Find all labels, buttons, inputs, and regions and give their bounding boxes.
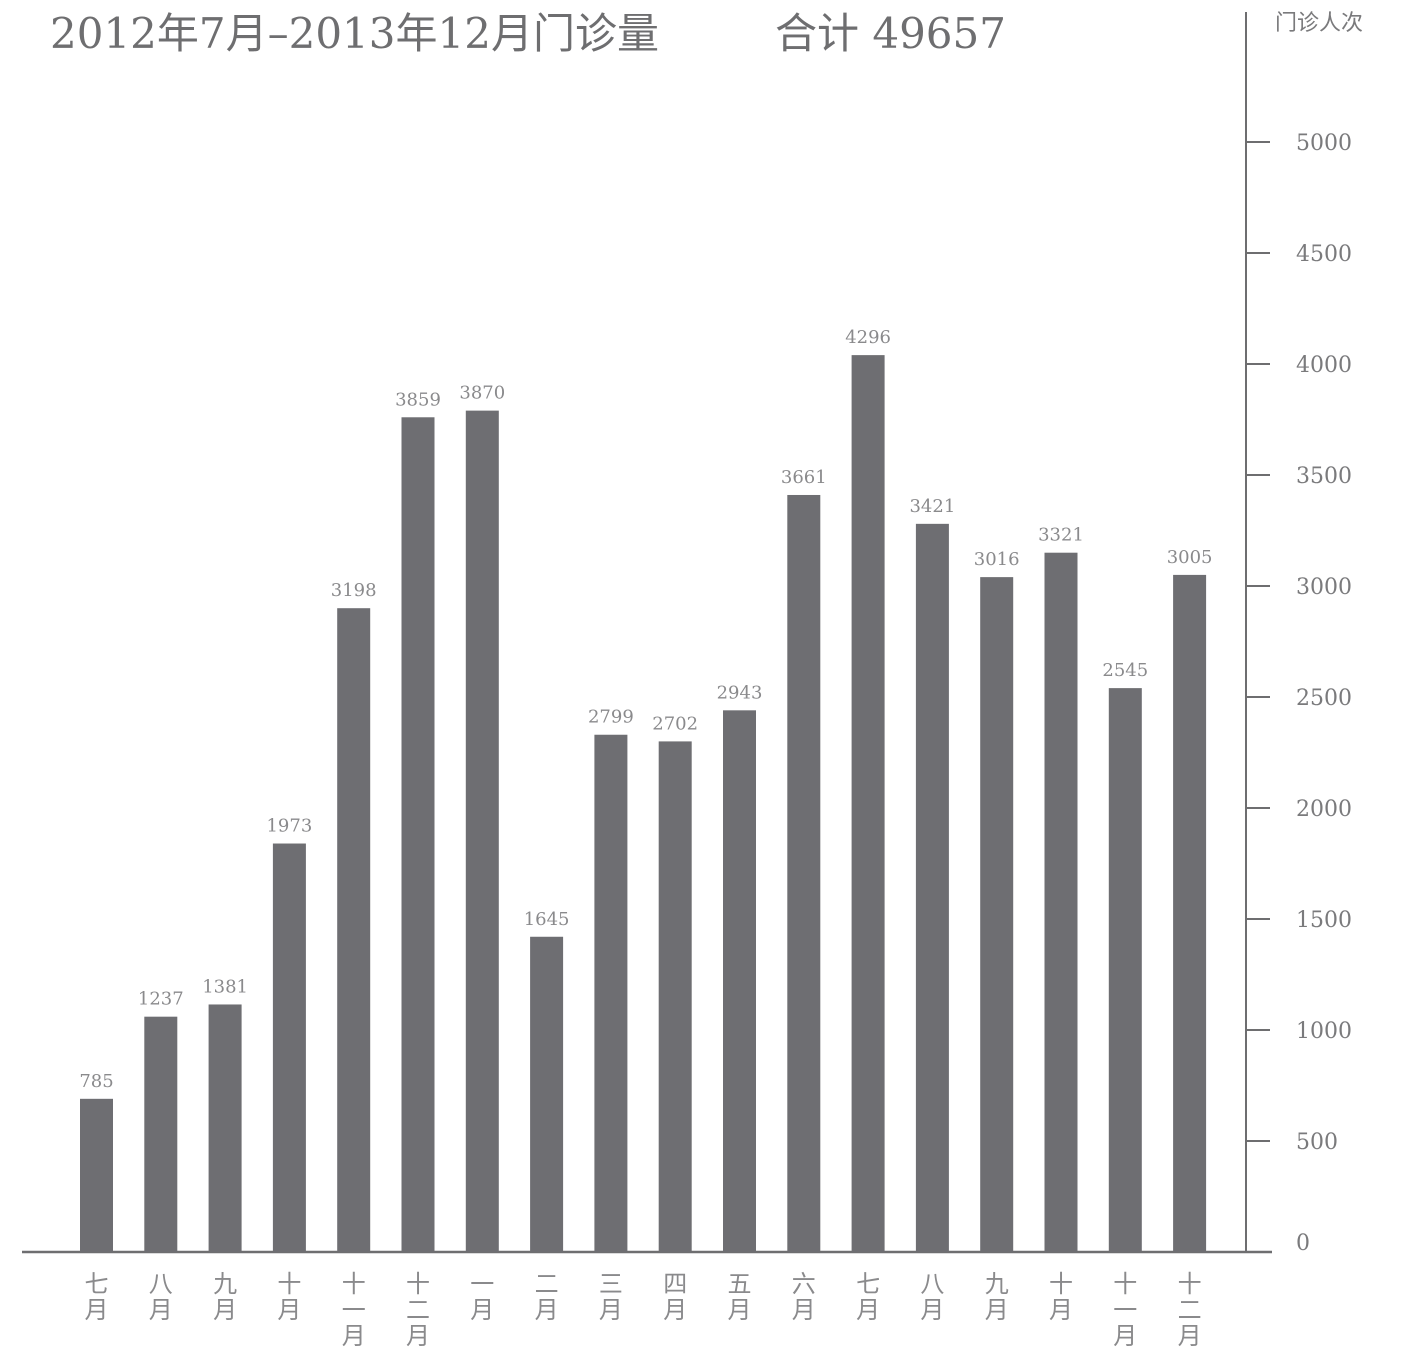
x-category-label: 月 <box>728 1296 752 1324</box>
y-tick-label: 5000 <box>1296 131 1352 156</box>
data-label: 1237 <box>138 989 184 1010</box>
x-category-label: 三 <box>599 1270 623 1298</box>
bar <box>1044 552 1078 1252</box>
data-label: 2702 <box>652 713 698 734</box>
x-category-label: 月 <box>470 1296 494 1324</box>
bar <box>915 523 949 1252</box>
bars <box>80 355 1207 1253</box>
data-label: 3005 <box>1167 547 1213 568</box>
data-label: 1381 <box>202 976 248 997</box>
y-tick-label: 4500 <box>1296 242 1352 267</box>
y-tick-label: 3500 <box>1296 464 1352 489</box>
data-label: 3421 <box>909 496 955 517</box>
x-category-label: 十 <box>277 1270 301 1298</box>
bar <box>401 417 435 1252</box>
x-category-label: 月 <box>149 1296 173 1324</box>
bar <box>144 1016 178 1252</box>
y-tick-label: 2500 <box>1296 686 1352 711</box>
chart-title: 2012年7月–2013年12月门诊量 <box>50 9 659 58</box>
bar <box>1108 688 1142 1252</box>
x-category-label: 月 <box>1178 1322 1202 1350</box>
y-tick-label: 1500 <box>1296 908 1352 933</box>
data-label: 4296 <box>845 327 891 348</box>
x-category-label: 十 <box>1049 1270 1073 1298</box>
bar <box>530 936 564 1252</box>
chart-total: 合计 49657 <box>775 9 1006 58</box>
x-category-label: 月 <box>1049 1296 1073 1324</box>
y-axis-ticks: 0 500 1000 1500 2000 2500 3000 3500 4000 4500 5000 <box>1246 131 1352 1256</box>
x-category-label: 月 <box>856 1296 880 1324</box>
x-category-label: 十 <box>1113 1270 1137 1298</box>
y-tick-label: 4000 <box>1296 353 1352 378</box>
x-category-label: 七 <box>85 1270 109 1298</box>
data-label: 3870 <box>459 383 505 404</box>
x-category-label: 月 <box>985 1296 1009 1324</box>
data-label: 2545 <box>1102 660 1148 681</box>
x-category-label: 十 <box>1178 1270 1202 1298</box>
x-category-label: 八 <box>149 1270 173 1298</box>
data-label: 785 <box>79 1071 113 1092</box>
data-label: 1973 <box>266 816 312 837</box>
x-category-label: 一 <box>470 1270 494 1298</box>
y-tick-label: 500 <box>1296 1130 1338 1155</box>
data-label: 3661 <box>781 467 827 488</box>
data-labels: 785 1237 1381 1973 3198 3859 3870 1645 2799 2702 2… <box>79 327 1212 1092</box>
x-category-label: 月 <box>535 1296 559 1324</box>
x-category-label: 六 <box>792 1270 816 1298</box>
x-category-label: 二 <box>535 1270 559 1298</box>
bar <box>851 355 885 1252</box>
bar <box>465 410 499 1252</box>
x-category-label: 月 <box>920 1296 944 1324</box>
data-label: 1645 <box>524 909 570 930</box>
bar <box>208 1004 242 1252</box>
data-label: 3016 <box>974 549 1020 570</box>
x-category-label: 月 <box>85 1296 109 1324</box>
bar <box>980 577 1014 1252</box>
x-category-label: 一 <box>1113 1296 1137 1324</box>
bar <box>723 710 756 1252</box>
y-tick-label: 1000 <box>1296 1019 1352 1044</box>
bar <box>787 494 821 1253</box>
x-category-label: 月 <box>663 1296 687 1324</box>
x-category-label: 四 <box>663 1270 687 1298</box>
x-category-label: 月 <box>213 1296 237 1324</box>
x-category-label: 二 <box>406 1296 430 1324</box>
bar <box>337 608 371 1252</box>
y-tick-label: 0 <box>1296 1231 1310 1256</box>
x-category-label: 九 <box>985 1270 1009 1298</box>
y-tick-label: 3000 <box>1296 575 1352 600</box>
data-label: 2943 <box>717 682 763 703</box>
x-category-label: 五 <box>728 1270 752 1298</box>
y-tick-label: 2000 <box>1296 797 1352 822</box>
x-category-label: 九 <box>213 1270 237 1298</box>
x-category-label: 月 <box>1113 1322 1137 1350</box>
bar <box>272 843 306 1252</box>
x-category-label: 十 <box>406 1270 430 1298</box>
data-label: 3859 <box>395 389 441 410</box>
bar <box>658 741 692 1252</box>
x-category-label: 月 <box>277 1296 301 1324</box>
x-category-label: 七 <box>856 1270 880 1298</box>
bar <box>594 734 628 1252</box>
x-category-label: 月 <box>792 1296 816 1324</box>
x-category-label: 月 <box>342 1322 366 1350</box>
y-axis-label: 门诊人次 <box>1275 11 1363 36</box>
bar <box>80 1098 113 1252</box>
x-category-label: 一 <box>342 1296 366 1324</box>
x-category-label: 二 <box>1178 1296 1202 1324</box>
bar <box>1173 574 1207 1252</box>
x-category-label: 十 <box>342 1270 366 1298</box>
data-label: 3321 <box>1038 525 1084 546</box>
data-label: 2799 <box>588 707 634 728</box>
x-category-label: 八 <box>920 1270 944 1298</box>
x-category-label: 月 <box>406 1322 430 1350</box>
x-category-label: 月 <box>599 1296 623 1324</box>
data-label: 3198 <box>331 580 377 601</box>
